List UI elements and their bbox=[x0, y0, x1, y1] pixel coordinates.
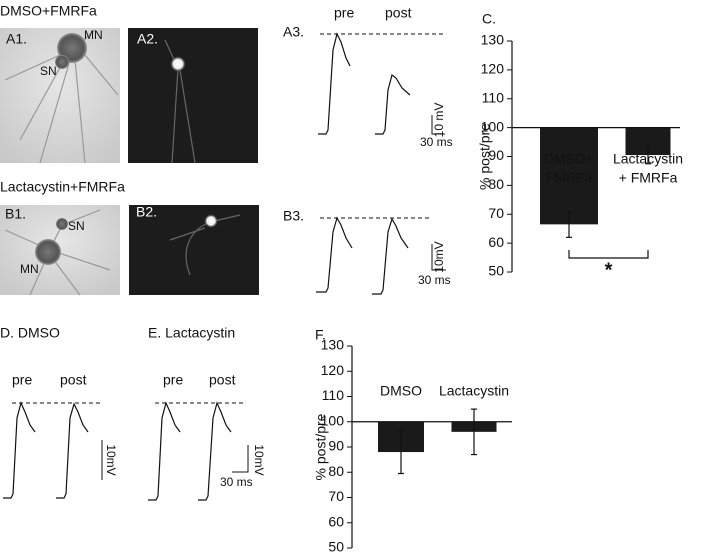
y-tick-label: 110 bbox=[482, 89, 505, 105]
y-tick-label: 90 bbox=[488, 147, 504, 163]
y-tick-label: 50 bbox=[328, 539, 344, 554]
trace-label: pre bbox=[12, 372, 32, 388]
y-tick-label: 80 bbox=[488, 176, 504, 192]
y-tick-label: 90 bbox=[328, 438, 344, 454]
panel-label: A2. bbox=[137, 31, 158, 47]
y-tick-label: 120 bbox=[321, 362, 345, 378]
y-tick-label: 60 bbox=[488, 234, 504, 250]
micrograph-b2 bbox=[129, 205, 259, 295]
panel-label: A3. bbox=[283, 24, 304, 40]
trace bbox=[372, 217, 409, 295]
trace-label: post bbox=[209, 372, 236, 388]
category-label: FMRFa bbox=[546, 170, 593, 186]
category-label: DMSO bbox=[380, 383, 422, 399]
y-tick-label: 70 bbox=[328, 488, 344, 504]
y-tick-label: 70 bbox=[488, 205, 504, 221]
panel-title: DMSO+FMRFa bbox=[0, 3, 97, 19]
trace-label: pre bbox=[334, 5, 354, 21]
trace bbox=[375, 73, 411, 135]
category-label: Lactacystin bbox=[439, 383, 509, 399]
scale-label: 10mV bbox=[432, 241, 446, 272]
panel-label: C. bbox=[482, 11, 496, 27]
cell-label: MN bbox=[20, 262, 39, 276]
y-tick-label: 100 bbox=[481, 118, 505, 134]
scale-label: 30 ms bbox=[220, 475, 253, 489]
trace-label: pre bbox=[163, 372, 183, 388]
trace bbox=[148, 401, 181, 501]
micrograph-a1 bbox=[0, 28, 120, 164]
bar bbox=[540, 127, 598, 225]
scale-bar bbox=[232, 445, 249, 473]
micrograph-a2 bbox=[128, 28, 258, 164]
category-label: + FMRFa bbox=[619, 170, 678, 186]
y-tick-label: 60 bbox=[328, 513, 344, 529]
significance-bracket bbox=[568, 250, 649, 259]
panel-label: F. bbox=[315, 327, 326, 343]
scale-label: 30 ms bbox=[418, 273, 451, 287]
trace bbox=[316, 216, 353, 293]
significance-label: * bbox=[605, 259, 613, 281]
y-tick-label: 80 bbox=[328, 463, 344, 479]
y-tick-label: 110 bbox=[322, 387, 345, 403]
y-tick-label: 130 bbox=[321, 337, 345, 353]
category-label: DMSO+ bbox=[544, 151, 594, 167]
y-axis-label: % post/pre bbox=[477, 123, 493, 190]
trace bbox=[3, 401, 36, 499]
y-tick-label: 50 bbox=[488, 263, 504, 279]
error-bar bbox=[645, 145, 651, 165]
y-tick-label: 120 bbox=[481, 61, 505, 77]
error-bar bbox=[566, 210, 572, 238]
panel-title: E. Lactacystin bbox=[148, 325, 235, 341]
scale-label: 10mV bbox=[104, 444, 118, 475]
trace bbox=[56, 402, 89, 499]
y-tick-label: 130 bbox=[481, 32, 505, 48]
scale-bar bbox=[431, 244, 446, 271]
scale-label: 10 mV bbox=[432, 103, 446, 138]
panel-title: Lactacystin+FMRFa bbox=[0, 179, 125, 195]
y-tick-label: 100 bbox=[321, 412, 345, 428]
trace bbox=[318, 32, 351, 135]
micrograph-b1 bbox=[0, 205, 120, 296]
error-bar bbox=[398, 429, 404, 475]
category-label: Lactacystin bbox=[613, 151, 683, 167]
cell-label: SN bbox=[68, 219, 85, 233]
trace-label: post bbox=[385, 5, 412, 21]
panel-label: B2. bbox=[136, 204, 157, 220]
scale-bar bbox=[431, 115, 445, 135]
error-bar bbox=[471, 408, 477, 456]
panel-label: B3. bbox=[283, 208, 304, 224]
scale-label: 10mV bbox=[252, 444, 266, 475]
scale-label: 30 ms bbox=[420, 135, 453, 149]
trace-label: post bbox=[60, 372, 87, 388]
cell-label: SN bbox=[40, 64, 57, 78]
cell-label: MN bbox=[84, 28, 103, 42]
panel-label: A1. bbox=[6, 31, 27, 47]
panel-label: B1. bbox=[5, 206, 26, 222]
trace bbox=[198, 401, 232, 501]
y-axis-label: % post/pre bbox=[313, 413, 329, 480]
panel-title: D. DMSO bbox=[0, 325, 60, 341]
